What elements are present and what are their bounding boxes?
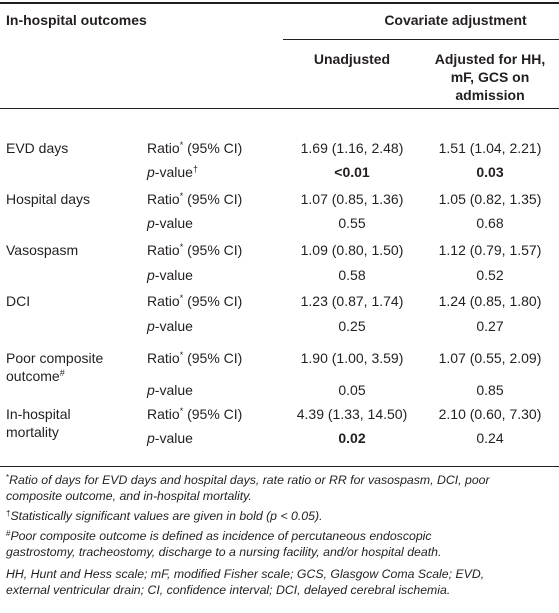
outcome-label: Hospital days (6, 191, 91, 207)
pvalue-adjusted: 0.68 (476, 215, 504, 231)
footnote-ratio: *Ratio of days for EVD days and hospital… (6, 473, 490, 503)
stat-ratio-label: Ratio* (95% CI) (147, 406, 243, 422)
header-unadjusted: Unadjusted (313, 51, 391, 67)
stat-ratio-label: Ratio* (95% CI) (147, 293, 243, 309)
stat-pvalue-label: p-value (147, 318, 193, 334)
pvalue-adjusted: 0.24 (476, 430, 504, 446)
ratio-unadjusted: 1.07 (0.85, 1.36) (300, 191, 404, 207)
pvalue-adjusted: 0.03 (476, 164, 504, 180)
ratio-unadjusted: 1.69 (1.16, 2.48) (300, 140, 404, 156)
ratio-adjusted: 1.07 (0.55, 2.09) (438, 350, 542, 366)
footnote-abbreviations: HH, Hunt and Hess scale; mF, modified Fi… (6, 567, 485, 597)
subheader-rule (283, 39, 559, 40)
pvalue-unadjusted: 0.02 (338, 430, 366, 446)
header-covariate-adjustment: Covariate adjustment (384, 12, 527, 28)
stat-ratio-label: Ratio* (95% CI) (147, 191, 243, 207)
pvalue-adjusted: 0.52 (476, 267, 504, 283)
pvalue-unadjusted: 0.55 (338, 215, 366, 231)
pvalue-unadjusted: 0.58 (338, 267, 366, 283)
ratio-unadjusted: 1.90 (1.00, 3.59) (300, 350, 404, 366)
ratio-adjusted: 1.05 (0.82, 1.35) (438, 191, 542, 207)
header-adjusted-line3: admission (455, 87, 525, 103)
outcome-label: DCI (6, 293, 31, 309)
pvalue-adjusted: 0.27 (476, 318, 504, 334)
pvalue-adjusted: 0.85 (476, 382, 504, 398)
pvalue-unadjusted: 0.05 (338, 382, 366, 398)
stat-pvalue-label: p-value (147, 215, 193, 231)
pvalue-unadjusted: <0.01 (334, 164, 370, 180)
outcome-label: EVD days (6, 140, 69, 156)
stat-pvalue-label: p-value (147, 382, 193, 398)
stat-ratio-label: Ratio* (95% CI) (147, 350, 243, 366)
header-outcomes: In-hospital outcomes (6, 12, 147, 28)
pvalue-unadjusted: 0.25 (338, 318, 366, 334)
bottom-rule (0, 466, 559, 467)
header-adjusted: Adjusted for HH, mF, GCS on admission (421, 50, 559, 104)
stat-ratio-label: Ratio* (95% CI) (147, 140, 243, 156)
outcome-label: Poor composite outcome# (6, 350, 104, 384)
outcome-label: In-hospital mortality (6, 406, 71, 440)
stat-pvalue-label: p-value (147, 430, 193, 446)
ratio-adjusted: 1.51 (1.04, 2.21) (438, 140, 542, 156)
footnote-significance: †Statistically significant values are gi… (6, 509, 323, 523)
ratio-unadjusted: 1.23 (0.87, 1.74) (300, 293, 404, 309)
ratio-unadjusted: 4.39 (1.33, 14.50) (296, 406, 408, 422)
header-adjusted-line1: Adjusted for HH, (434, 51, 546, 67)
ratio-unadjusted: 1.09 (0.80, 1.50) (300, 242, 404, 258)
header-rule (0, 108, 559, 109)
ratio-adjusted: 1.24 (0.85, 1.80) (438, 293, 542, 309)
stat-ratio-label: Ratio* (95% CI) (147, 242, 243, 258)
ratio-adjusted: 1.12 (0.79, 1.57) (438, 242, 542, 258)
stat-pvalue-label: p-value† (147, 164, 198, 180)
ratio-adjusted: 2.10 (0.60, 7.30) (438, 406, 542, 422)
footnote-composite: #Poor composite outcome is defined as in… (6, 529, 442, 559)
header-adjusted-line2: mF, GCS on (450, 69, 530, 85)
stat-pvalue-label: p-value (147, 267, 193, 283)
top-rule (0, 2, 559, 4)
outcome-label: Vasospasm (6, 242, 79, 258)
